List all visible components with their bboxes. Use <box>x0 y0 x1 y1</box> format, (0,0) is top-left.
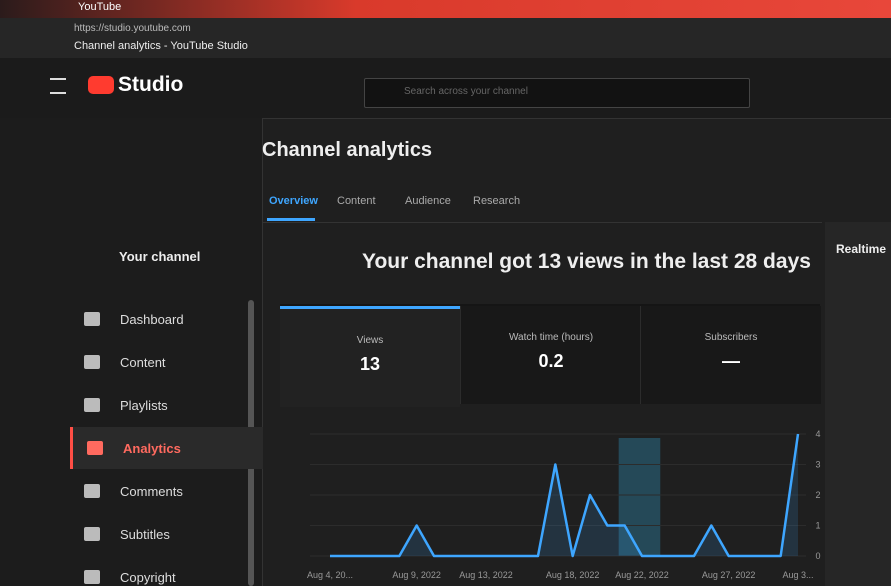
realtime-title: Realtime <box>836 242 887 256</box>
nav-item[interactable]: Subtitles <box>70 513 260 555</box>
divider <box>262 222 822 223</box>
page-title: Channel analytics - YouTube Studio <box>74 40 248 52</box>
nav-icon <box>84 312 100 326</box>
metric-value: — <box>722 351 740 371</box>
nav-label: Content <box>120 354 166 370</box>
y-tick-label: 0 <box>815 551 820 561</box>
x-tick-label: Aug 13, 2022 <box>459 570 513 580</box>
y-tick-label: 4 <box>815 429 820 439</box>
metric-label: Views <box>356 335 384 346</box>
nav-item[interactable]: Analytics <box>70 427 263 469</box>
address-bar <box>0 18 891 58</box>
nav-item[interactable]: Content <box>70 341 260 383</box>
x-tick-label: Aug 22, 2022 <box>615 570 669 580</box>
nav-icon <box>87 441 103 455</box>
x-tick-label: Aug 9, 2022 <box>392 570 441 580</box>
channel-name[interactable]: Your channel <box>119 249 201 264</box>
tab[interactable]: Audience <box>405 195 451 207</box>
nav-label: Subtitles <box>120 526 170 542</box>
nav-icon <box>84 570 100 584</box>
nav-label: Playlists <box>120 397 168 413</box>
heading: Channel analytics <box>262 139 433 161</box>
y-tick-label: 2 <box>815 490 820 500</box>
search-box[interactable] <box>364 78 750 108</box>
headline: Your channel got 13 views in the last 28… <box>362 250 811 273</box>
nav-icon <box>84 484 100 498</box>
area <box>330 434 798 556</box>
logo-text: Studio <box>118 73 184 96</box>
nav-item[interactable]: Comments <box>70 470 260 512</box>
url[interactable]: https://studio.youtube.com <box>74 23 191 34</box>
metric-card[interactable]: Subscribers — <box>640 306 821 404</box>
metric-value: 13 <box>359 354 381 374</box>
tab[interactable]: Research <box>473 195 521 207</box>
metric-card[interactable]: Views 13 <box>280 306 460 407</box>
x-tick-label: Aug 3... <box>782 570 813 580</box>
search-placeholder: Search across your channel <box>404 86 528 97</box>
tab[interactable]: Overview <box>269 195 318 207</box>
menu-button[interactable] <box>50 78 66 94</box>
nav-label: Analytics <box>123 440 181 456</box>
realtime-panel <box>825 222 891 586</box>
y-tick-label: 1 <box>815 521 820 531</box>
tab-bar <box>0 0 891 18</box>
tab-underline <box>267 218 315 221</box>
x-tick-label: Aug 4, 20... <box>307 570 353 580</box>
nav-item[interactable]: Dashboard <box>70 298 260 340</box>
metric-label: Subscribers <box>704 332 758 343</box>
nav-label: Copyright <box>120 569 176 585</box>
metric-label: Watch time (hours) <box>508 332 594 343</box>
logo-icon <box>88 76 114 94</box>
nav-item[interactable]: Copyright <box>70 556 260 586</box>
y-tick-label: 3 <box>815 460 820 470</box>
x-tick-label: Aug 18, 2022 <box>546 570 600 580</box>
metric-value: 0.2 <box>538 351 564 371</box>
nav-icon <box>84 398 100 412</box>
nav-label: Comments <box>120 483 183 499</box>
tab-title[interactable]: YouTube <box>78 1 122 13</box>
tab[interactable]: Content <box>337 195 376 207</box>
nav-icon <box>84 355 100 369</box>
sidebar <box>0 118 263 586</box>
nav-label: Dashboard <box>120 311 184 327</box>
x-tick-label: Aug 27, 2022 <box>702 570 756 580</box>
metric-card[interactable]: Watch time (hours) 0.2 <box>460 306 641 404</box>
line <box>330 433 800 558</box>
nav-item[interactable]: Playlists <box>70 384 260 426</box>
nav-icon <box>84 527 100 541</box>
highlight-range <box>618 438 661 556</box>
